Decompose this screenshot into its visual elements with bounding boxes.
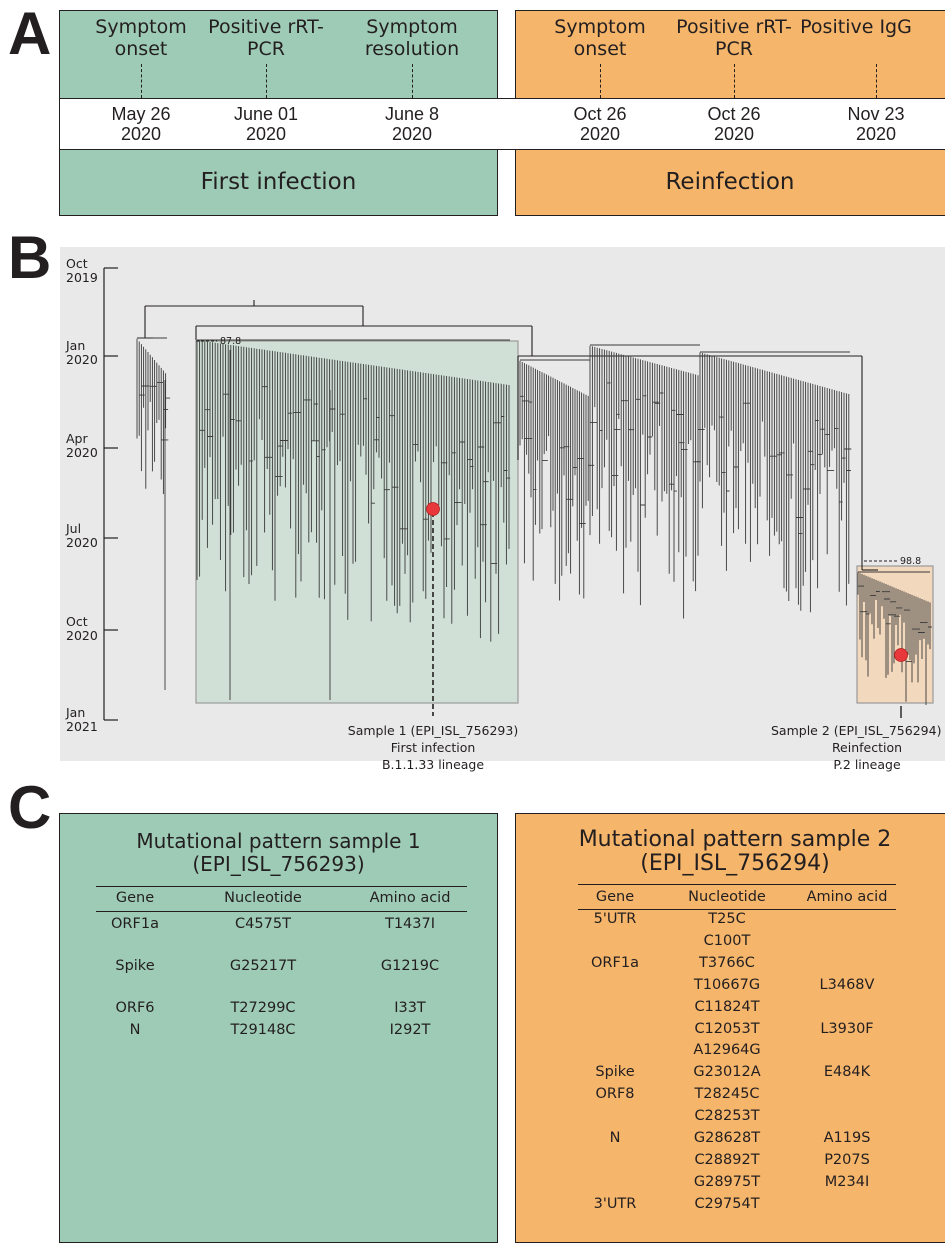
sample1-title: Mutational pattern sample 1 (EPI_ISL_7562… xyxy=(136,829,421,876)
first-infection-footer-box xyxy=(59,150,498,216)
s2-nucleotide-cell: A12964G xyxy=(693,1042,761,1059)
s2-nucleotide-cell: T28245C xyxy=(694,1086,760,1103)
event-label: Symptom onset xyxy=(95,16,187,60)
sample2-caption: Sample 2 (EPI_ISL_756294) Reinfection P.… xyxy=(771,723,942,772)
s2-amino-acid-cell: A119S xyxy=(823,1130,871,1146)
support-value-1: 87.8 xyxy=(220,336,241,347)
sample1-header-rule-top xyxy=(96,886,467,887)
sample2-header-rule-top xyxy=(578,884,896,885)
event-tick xyxy=(412,64,413,98)
reinfection-header-box xyxy=(515,10,945,98)
event-date: Oct 26 2020 xyxy=(707,104,761,144)
axis-ticks xyxy=(104,267,118,721)
sample2-header-nucleotide: Nucleotide xyxy=(688,889,766,905)
s1-amino-acid-cell: I292T xyxy=(389,1022,431,1038)
s1-nucleotide-cell: C4575T xyxy=(235,916,291,932)
s1-nucleotide-cell: T27299C xyxy=(230,1000,296,1016)
panel-label-c: C xyxy=(8,774,52,841)
sample2-header-gene: Gene xyxy=(595,889,635,905)
first-infection-header-box xyxy=(59,10,498,98)
s2-gene-cell: ORF8 xyxy=(595,1086,635,1103)
sample1-caption: Sample 1 (EPI_ISL_756293) First infectio… xyxy=(347,723,519,772)
reinfection-label: Reinfection xyxy=(665,169,795,195)
event-tick xyxy=(734,64,735,98)
s1-amino-acid-cell: G1219C xyxy=(380,958,440,974)
s2-gene-cell: 3'UTR xyxy=(593,1195,637,1212)
sample1-mutation-panel xyxy=(59,813,498,1243)
s2-nucleotide-cell: G28628T xyxy=(693,1130,761,1146)
y-tick-label: Oct 2020 xyxy=(66,614,98,643)
s2-gene-cell: 5'UTR xyxy=(593,911,637,927)
s2-amino-acid-cell: L3468V xyxy=(819,976,875,993)
s1-amino-acid-cell: T1437I xyxy=(384,916,436,932)
s2-nucleotide-cell: G23012A xyxy=(693,1064,761,1081)
event-date: Oct 26 2020 xyxy=(573,104,627,144)
sample2-title: Mutational pattern sample 2 (EPI_ISL_7562… xyxy=(578,827,892,876)
s2-amino-acid-cell: L3930F xyxy=(820,1020,874,1037)
event-tick xyxy=(600,64,601,98)
y-tick-label: Jan 2020 xyxy=(66,338,98,367)
s1-nucleotide-cell: T29148C xyxy=(230,1022,296,1038)
s2-amino-acid-cell: E484K xyxy=(823,1064,871,1081)
timeline-band xyxy=(59,98,945,150)
sample2-header-rule-bottom xyxy=(578,909,896,910)
event-date: Nov 23 2020 xyxy=(847,104,905,144)
event-label: Symptom resolution xyxy=(364,16,460,60)
s2-nucleotide-cell: T3766C xyxy=(699,954,755,971)
first-infection-label: First infection xyxy=(200,169,357,195)
s2-gene-cell: Spike xyxy=(595,1064,635,1081)
s2-nucleotide-cell: T10667G xyxy=(693,976,761,993)
s2-gene-cell: N xyxy=(609,1130,621,1146)
y-tick-label: Jul 2020 xyxy=(66,521,98,550)
sample1-header-amino: Amino acid xyxy=(369,890,451,906)
event-date: May 26 2020 xyxy=(111,104,171,144)
s1-nucleotide-cell: G25217T xyxy=(229,958,297,974)
s2-nucleotide-cell: C28253T xyxy=(694,1108,760,1125)
sample1-header-gene: Gene xyxy=(115,890,155,906)
event-date: June 8 2020 xyxy=(384,104,440,144)
s1-gene-cell: Spike xyxy=(115,958,155,974)
panel-label-a: A xyxy=(8,0,52,67)
event-label: Symptom onset xyxy=(554,16,646,60)
event-label: Positive rRT-PCR xyxy=(676,16,792,60)
s1-gene-cell: ORF6 xyxy=(115,1000,155,1016)
event-tick xyxy=(876,64,877,98)
s2-nucleotide-cell: C28892T xyxy=(694,1151,760,1168)
y-tick-label: Jan 2021 xyxy=(66,705,98,734)
event-label: Positive rRT-PCR xyxy=(208,16,324,60)
tree-branch-lines xyxy=(136,337,932,705)
s1-amino-acid-cell: I33T xyxy=(394,1000,426,1016)
s1-gene-cell: ORF1a xyxy=(111,916,159,932)
s2-gene-cell: ORF1a xyxy=(591,954,639,971)
s2-nucleotide-cell: C12053T xyxy=(694,1020,760,1037)
s2-amino-acid-cell: P207S xyxy=(824,1151,870,1168)
event-tick xyxy=(141,64,142,98)
panel-label-b: B xyxy=(8,224,52,291)
sample1-header-nucleotide: Nucleotide xyxy=(224,890,302,906)
s1-gene-cell: N xyxy=(129,1022,141,1038)
s2-nucleotide-cell: C29754T xyxy=(694,1195,760,1212)
s2-nucleotide-cell: C100T xyxy=(703,932,751,949)
s2-nucleotide-cell: C11824T xyxy=(694,998,760,1015)
support-value-2: 98.8 xyxy=(900,556,921,567)
phylogenetic-tree: 87.8 98.8 xyxy=(103,267,934,721)
sample1-marker xyxy=(426,502,440,516)
sample2-header-amino: Amino acid xyxy=(806,889,888,905)
event-tick xyxy=(266,64,267,98)
sample1-header-rule-bottom xyxy=(96,911,467,912)
event-date: June 01 2020 xyxy=(233,104,299,144)
reinfection-footer-box xyxy=(515,150,945,216)
y-tick-label: Oct 2019 xyxy=(66,256,98,285)
sample2-marker xyxy=(894,648,908,662)
s2-nucleotide-cell: G28975T xyxy=(693,1173,761,1190)
s2-nucleotide-cell: T25C xyxy=(708,911,746,927)
b1133-clade-highlight xyxy=(195,340,519,704)
y-tick-label: Apr 2020 xyxy=(66,431,98,460)
event-label: Positive IgG xyxy=(800,16,912,38)
s2-amino-acid-cell: M234I xyxy=(824,1173,870,1190)
